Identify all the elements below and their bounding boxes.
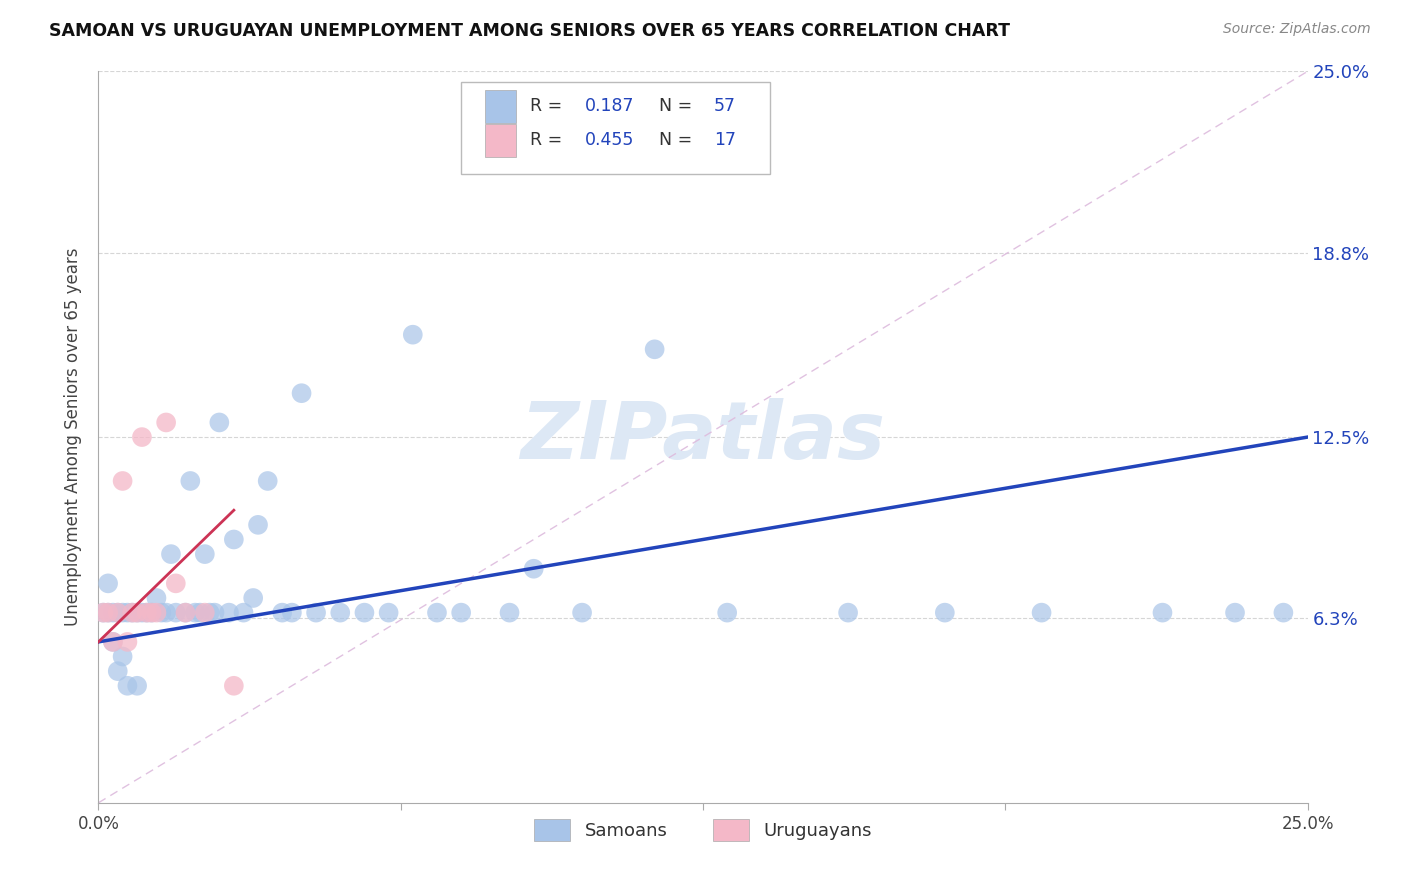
Point [194,606,217,620]
Point [174,606,197,620]
Point [426,606,449,620]
Point [450,606,472,620]
Text: N =: N = [659,97,699,115]
Point [101,635,124,649]
Point [141,606,163,620]
Point [290,386,312,401]
Point [121,606,143,620]
Point [716,606,738,620]
Text: 17: 17 [714,131,735,150]
Point [256,474,278,488]
Point [117,679,139,693]
Point [111,606,134,620]
Point [571,606,593,620]
Point [127,606,149,620]
Point [127,679,149,693]
Point [934,606,956,620]
Point [150,606,173,620]
Point [402,327,425,342]
Point [107,606,129,620]
Point [523,562,546,576]
Point [155,416,177,430]
Point [117,635,139,649]
Point [1272,606,1295,620]
Point [111,649,134,664]
Point [97,576,120,591]
Point [97,606,120,620]
Point [837,606,859,620]
Text: SAMOAN VS URUGUAYAN UNEMPLOYMENT AMONG SENIORS OVER 65 YEARS CORRELATION CHART: SAMOAN VS URUGUAYAN UNEMPLOYMENT AMONG S… [49,22,1010,40]
Point [222,679,245,693]
Point [1152,606,1174,620]
Point [107,606,129,620]
Point [135,606,157,620]
Point [145,591,167,605]
Text: 0.455: 0.455 [585,131,634,150]
Point [97,606,120,620]
Point [127,606,149,620]
Point [107,664,129,678]
Point [377,606,399,620]
Point [184,606,207,620]
Point [218,606,240,620]
Point [165,576,187,591]
Point [188,606,211,620]
Point [204,606,226,620]
Point [145,606,167,620]
Point [179,474,201,488]
Point [101,635,124,649]
Point [1031,606,1053,620]
Point [117,606,139,620]
Point [329,606,352,620]
Point [208,416,231,430]
FancyBboxPatch shape [461,82,769,174]
Point [91,606,114,620]
Text: 57: 57 [714,97,735,115]
Point [247,517,270,532]
Point [141,606,163,620]
Point [101,606,124,620]
Legend: Samoans, Uruguayans: Samoans, Uruguayans [527,812,879,848]
Point [271,606,294,620]
Point [1223,606,1246,620]
Point [165,606,187,620]
Text: R =: R = [530,97,568,115]
Point [155,606,177,620]
Point [121,606,143,620]
Text: 0.187: 0.187 [585,97,634,115]
FancyBboxPatch shape [485,124,516,157]
Text: ZIPatlas: ZIPatlas [520,398,886,476]
Point [353,606,375,620]
Point [131,430,153,444]
Point [242,591,264,605]
FancyBboxPatch shape [485,90,516,122]
Text: N =: N = [659,131,699,150]
Point [131,606,153,620]
Text: R =: R = [530,131,568,150]
Point [160,547,183,561]
Point [281,606,304,620]
Point [305,606,328,620]
Point [111,474,134,488]
Point [91,606,114,620]
Point [198,606,221,620]
Point [135,606,157,620]
Point [174,606,197,620]
Point [222,533,245,547]
Point [232,606,254,620]
Y-axis label: Unemployment Among Seniors over 65 years: Unemployment Among Seniors over 65 years [65,248,83,626]
Point [194,547,217,561]
Text: Source: ZipAtlas.com: Source: ZipAtlas.com [1223,22,1371,37]
Point [644,343,666,357]
Point [498,606,520,620]
